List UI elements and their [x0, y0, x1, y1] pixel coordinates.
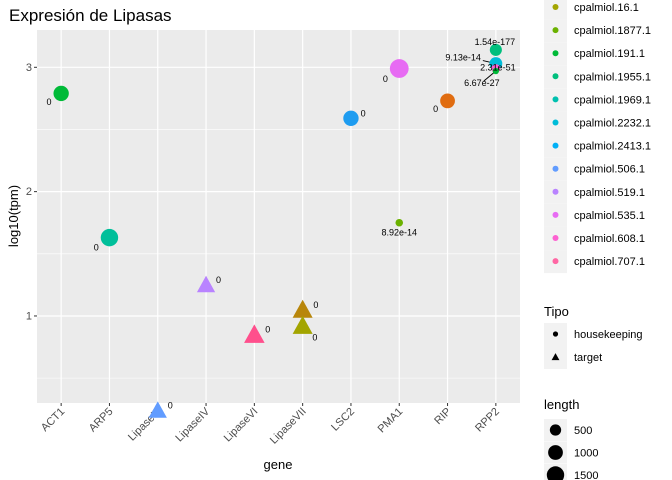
data-point-circle	[492, 67, 500, 75]
point-label: 0	[46, 97, 51, 107]
data-point-circle	[395, 218, 404, 227]
y-tick-label: 3	[26, 62, 32, 74]
y-axis-ticks: 1 2 3	[26, 62, 37, 322]
x-tick-label: RIP	[432, 406, 453, 427]
point-label: 9.13e-14	[445, 53, 481, 63]
legend-key-label: cpalmiol.1877.1	[574, 25, 651, 37]
legend-key-label: housekeeping	[574, 329, 643, 341]
data-point-triangle	[292, 315, 313, 334]
point-labels: 0 0 0 0 0 0 0 0 0 8.92e-14 0 1.54e-177 9.13e-142.31e…	[46, 37, 515, 411]
legend-key-swatch	[552, 4, 559, 10]
point-label: 0	[265, 325, 270, 335]
legend-key-label: cpalmiol.2232.1	[574, 118, 651, 130]
legend-key-label: cpalmiol.506.1	[574, 164, 645, 176]
legend-key-swatch	[552, 211, 559, 218]
y-axis-label: log10(tpm)	[6, 185, 21, 247]
legend-key-swatch	[552, 235, 559, 241]
point-label: 6.67e-27	[464, 78, 500, 88]
legend-key-swatch	[552, 73, 559, 80]
legend-key-label: 500	[574, 425, 592, 437]
legend-key-label: 1000	[574, 448, 598, 460]
legend-key-label: cpalmiol.1969.1	[574, 94, 651, 106]
legend-key-swatch	[552, 165, 559, 172]
x-tick-label: LipaseVII	[268, 406, 309, 447]
point-label: 2.31e-51	[480, 63, 516, 73]
x-tick-label: LipaseIV	[173, 405, 212, 444]
x-tick-label: ARP5	[87, 406, 116, 435]
point-label: 0	[313, 300, 318, 310]
legend-key-swatch	[552, 50, 559, 57]
x-tick-label: RPP2	[473, 406, 502, 435]
data-point-triangle	[148, 401, 167, 418]
legend-length: 500 1000 1500	[544, 419, 598, 480]
legend-key-label: target	[574, 352, 602, 364]
legend-key-label: cpalmiol.519.1	[574, 187, 645, 199]
legend-key-label: cpalmiol.16.1	[574, 2, 639, 14]
plot-panel	[37, 30, 520, 403]
point-label: 0	[168, 400, 173, 410]
chart-title: Expresión de Lipasas	[9, 6, 172, 25]
x-axis-label: gene	[264, 457, 293, 472]
legend-key-swatch	[552, 258, 559, 265]
legend-key-swatch	[552, 188, 559, 195]
legend-size-circle	[549, 424, 562, 436]
data-point-circle	[489, 43, 502, 56]
point-label: 1.54e-177	[475, 37, 516, 47]
legend-key-label: cpalmiol.535.1	[574, 210, 645, 222]
legend-key-label: cpalmiol.1955.1	[574, 71, 651, 83]
data-point-circle	[440, 93, 455, 109]
data-point-circle	[100, 228, 119, 247]
x-tick-label: ACT1	[39, 406, 67, 434]
legend-key-label: cpalmiol.707.1	[574, 256, 645, 268]
minor-gridlines	[37, 129, 520, 379]
y-tick-label: 1	[26, 310, 32, 322]
point-label: 0	[312, 333, 317, 343]
x-tick-label: LipaseVI	[222, 406, 261, 445]
legend-tipo-title: Tipo	[544, 304, 569, 319]
data-point-circle	[389, 59, 409, 78]
legend-key-swatch	[552, 27, 559, 34]
data-point-circle	[343, 110, 359, 126]
data-point-triangle	[244, 324, 265, 343]
legend-size-circle	[546, 466, 565, 480]
point-label: 0	[216, 275, 221, 285]
legend-length-title: length	[544, 397, 579, 412]
point-label: 0	[94, 242, 99, 252]
x-tick-label: PMA1	[376, 406, 406, 436]
data-point-circle	[53, 85, 69, 102]
legend-key-label: 1500	[574, 470, 598, 480]
point-label: 0	[433, 104, 438, 114]
legend-key-label: cpalmiol.608.1	[574, 233, 645, 245]
legend-size-circle	[548, 445, 563, 460]
legend-key-swatch	[552, 119, 559, 126]
point-label: 0	[383, 74, 388, 84]
legend-tipo: housekeeping target	[544, 323, 643, 369]
point-label: 0	[361, 108, 366, 118]
legend-shape-circle	[552, 331, 559, 337]
x-tick-label: LSC2	[329, 406, 357, 434]
point-label: 8.92e-14	[381, 228, 417, 238]
legend-key-swatch	[552, 142, 559, 149]
legend-key-label: cpalmiol.191.1	[574, 48, 645, 60]
legend-shape-triangle	[551, 353, 560, 361]
legend-key-swatch	[552, 96, 559, 103]
legend-colour: cpalmiol.16.1 cpalmiol.1877.1 cpalmiol.191…	[544, 0, 651, 274]
x-axis-ticks: ACT1 ARP5 LipaseIII LipaseIV LipaseVI LipaseV…	[39, 403, 502, 447]
data-points	[53, 43, 503, 418]
legend-key-label: cpalmiol.2413.1	[574, 141, 651, 153]
y-tick-label: 2	[26, 186, 32, 198]
data-point-triangle	[292, 299, 313, 318]
data-point-triangle	[196, 275, 216, 293]
